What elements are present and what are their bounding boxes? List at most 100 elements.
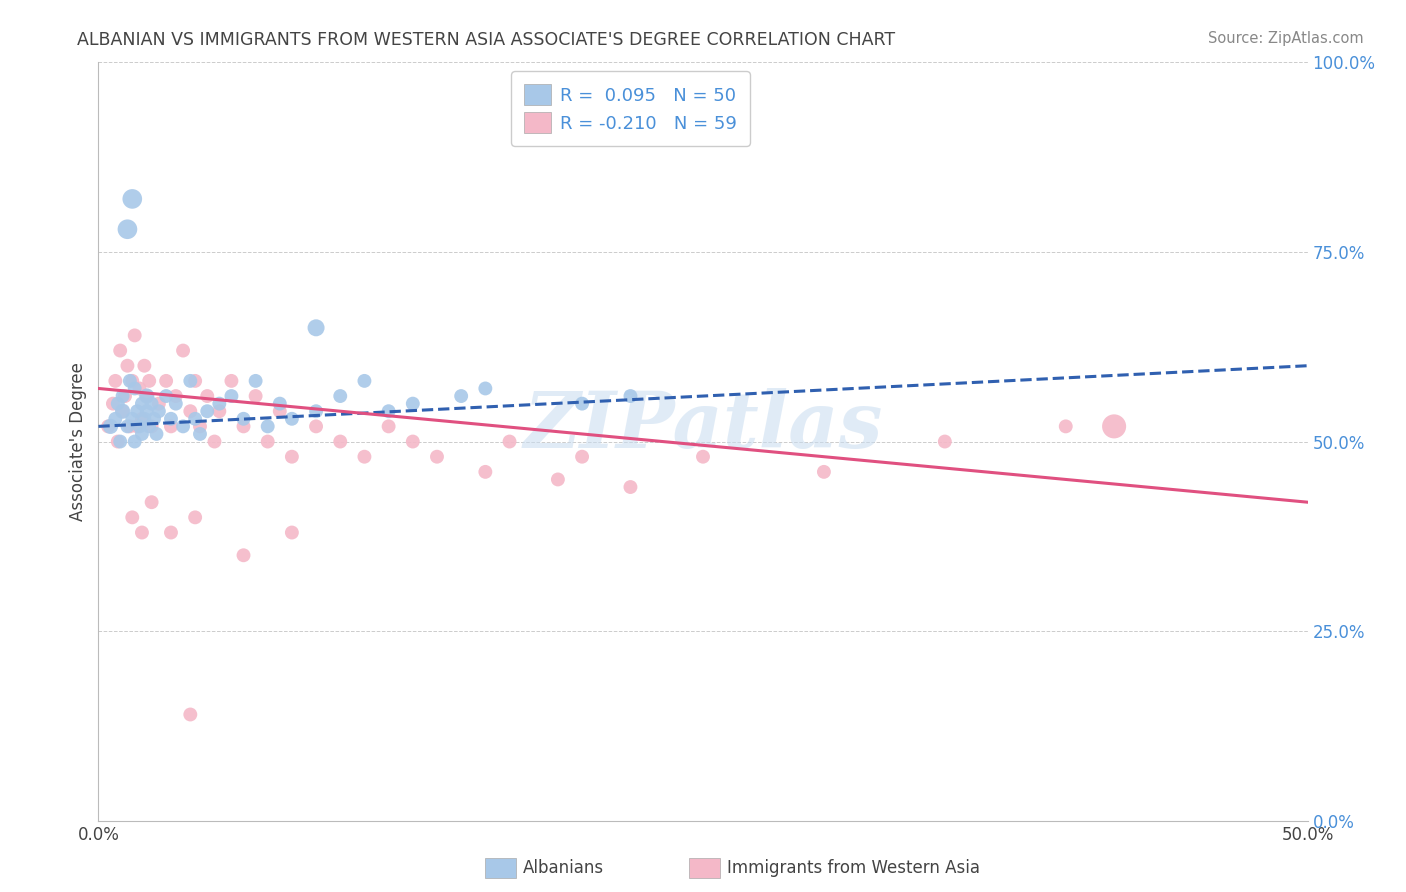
Point bbox=[121, 412, 143, 426]
Point bbox=[131, 396, 153, 410]
Point bbox=[111, 389, 134, 403]
Bar bbox=[689, 858, 720, 878]
Point bbox=[256, 419, 278, 434]
Point bbox=[124, 434, 146, 449]
Point bbox=[134, 359, 156, 373]
Point bbox=[134, 412, 156, 426]
Point bbox=[131, 525, 153, 540]
Point bbox=[305, 404, 328, 418]
Point bbox=[138, 374, 160, 388]
Point bbox=[232, 548, 254, 563]
Point bbox=[305, 320, 328, 334]
Point bbox=[117, 359, 139, 373]
Point bbox=[160, 419, 183, 434]
Point bbox=[179, 374, 201, 388]
Point bbox=[195, 404, 218, 418]
Point bbox=[131, 412, 153, 426]
Point bbox=[232, 419, 254, 434]
Point bbox=[402, 434, 425, 449]
Point bbox=[208, 404, 231, 418]
Point bbox=[131, 427, 153, 442]
Point bbox=[402, 396, 425, 410]
Point bbox=[305, 419, 328, 434]
Point bbox=[692, 450, 714, 464]
Point bbox=[571, 450, 593, 464]
Point bbox=[111, 404, 134, 418]
Point bbox=[143, 412, 166, 426]
Point bbox=[108, 434, 131, 449]
Point bbox=[269, 404, 291, 418]
Point bbox=[188, 419, 211, 434]
Point bbox=[104, 374, 127, 388]
Legend: R =  0.095   N = 50, R = -0.210   N = 59: R = 0.095 N = 50, R = -0.210 N = 59 bbox=[512, 71, 749, 145]
Point bbox=[188, 427, 211, 442]
Point bbox=[135, 389, 157, 403]
Point bbox=[118, 374, 141, 388]
Point bbox=[184, 374, 207, 388]
Point bbox=[114, 389, 136, 403]
Point bbox=[127, 404, 149, 418]
Point bbox=[172, 343, 194, 358]
Point bbox=[138, 419, 160, 434]
Point bbox=[377, 419, 399, 434]
Point bbox=[232, 412, 254, 426]
Point bbox=[141, 495, 163, 509]
Text: Source: ZipAtlas.com: Source: ZipAtlas.com bbox=[1208, 31, 1364, 46]
Point bbox=[281, 412, 304, 426]
Y-axis label: Associate's Degree: Associate's Degree bbox=[69, 362, 87, 521]
Point bbox=[148, 396, 170, 410]
Point bbox=[1054, 419, 1077, 434]
Point bbox=[172, 419, 194, 434]
Point bbox=[281, 450, 304, 464]
Point bbox=[135, 389, 157, 403]
Point bbox=[353, 374, 375, 388]
Point bbox=[155, 374, 177, 388]
Point bbox=[245, 389, 267, 403]
Point bbox=[121, 510, 143, 524]
Point bbox=[121, 374, 143, 388]
Point bbox=[184, 412, 207, 426]
Point bbox=[135, 404, 157, 418]
Point bbox=[450, 389, 472, 403]
Bar bbox=[485, 858, 516, 878]
Point bbox=[121, 192, 143, 206]
Point bbox=[165, 396, 187, 410]
Point bbox=[221, 389, 243, 403]
Point bbox=[104, 412, 127, 426]
Point bbox=[426, 450, 449, 464]
Point bbox=[107, 396, 129, 410]
Point bbox=[281, 525, 304, 540]
Point bbox=[269, 396, 291, 410]
Point bbox=[141, 396, 163, 410]
Point bbox=[184, 510, 207, 524]
Point bbox=[329, 389, 352, 403]
Point bbox=[245, 374, 267, 388]
Point bbox=[117, 419, 139, 434]
Point bbox=[148, 404, 170, 418]
Point bbox=[165, 389, 187, 403]
Point bbox=[107, 434, 129, 449]
Point bbox=[145, 427, 167, 442]
Point bbox=[141, 419, 163, 434]
Point bbox=[128, 382, 150, 396]
Point bbox=[179, 707, 201, 722]
Point bbox=[571, 396, 593, 410]
Point bbox=[208, 396, 231, 410]
Text: ALBANIAN VS IMMIGRANTS FROM WESTERN ASIA ASSOCIATE'S DEGREE CORRELATION CHART: ALBANIAN VS IMMIGRANTS FROM WESTERN ASIA… bbox=[77, 31, 896, 49]
Point bbox=[934, 434, 956, 449]
Point bbox=[256, 434, 278, 449]
Point bbox=[221, 374, 243, 388]
Point bbox=[111, 404, 134, 418]
Point bbox=[547, 473, 569, 487]
Text: ZIPatlas: ZIPatlas bbox=[523, 388, 883, 465]
Point bbox=[124, 328, 146, 343]
Point bbox=[474, 382, 496, 396]
Point bbox=[179, 404, 201, 418]
Point bbox=[498, 434, 520, 449]
Point bbox=[353, 450, 375, 464]
Point bbox=[160, 525, 183, 540]
Point bbox=[474, 465, 496, 479]
Point bbox=[1102, 419, 1125, 434]
Point bbox=[160, 412, 183, 426]
Text: Immigrants from Western Asia: Immigrants from Western Asia bbox=[727, 859, 980, 877]
